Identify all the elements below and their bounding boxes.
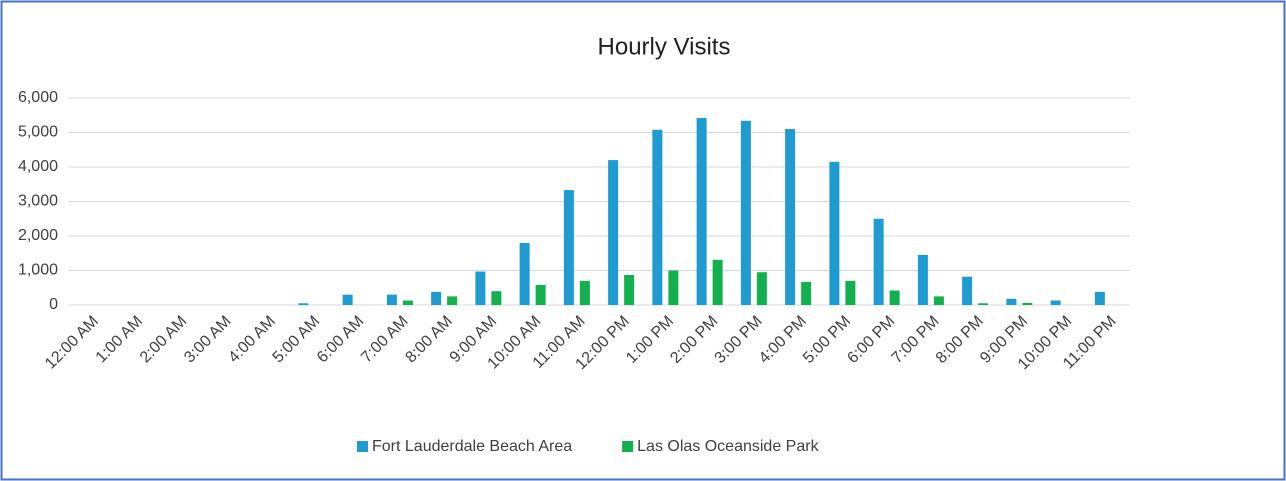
- bar: [962, 276, 973, 305]
- legend-swatch: [622, 441, 634, 452]
- y-tick-label: 5,000: [18, 124, 58, 141]
- y-tick-label: 3,000: [18, 193, 58, 210]
- bar: [431, 291, 442, 305]
- bar: [740, 120, 751, 306]
- bar: [608, 160, 619, 305]
- y-tick-label: 0: [49, 296, 58, 313]
- bar: [1094, 291, 1105, 305]
- y-tick-label: 2,000: [18, 227, 58, 244]
- chart-title: Hourly Visits: [598, 33, 731, 60]
- bar: [873, 218, 884, 305]
- bar: [624, 274, 635, 305]
- bar: [535, 284, 546, 305]
- legend-label: Fort Lauderdale Beach Area: [372, 438, 572, 455]
- bar: [1006, 298, 1017, 305]
- bar: [652, 129, 663, 305]
- bar: [829, 161, 840, 305]
- bar: [917, 254, 928, 305]
- bar: [491, 291, 502, 305]
- bar: [785, 129, 796, 305]
- bar: [845, 280, 856, 305]
- y-tick-label: 6,000: [18, 89, 58, 106]
- y-tick-label: 1,000: [18, 262, 58, 279]
- bar: [1050, 300, 1061, 305]
- y-tick-label: 4,000: [18, 158, 58, 175]
- bar: [342, 294, 353, 305]
- bar: [475, 271, 486, 305]
- bar: [668, 270, 679, 305]
- bar: [978, 303, 989, 305]
- bar: [696, 118, 707, 305]
- bar: [579, 280, 590, 305]
- bar: [712, 259, 723, 305]
- bar: [519, 242, 530, 305]
- legend-swatch: [357, 441, 368, 452]
- bar: [298, 303, 309, 305]
- bar: [402, 300, 413, 305]
- bar: [563, 190, 574, 305]
- bar: [801, 281, 812, 305]
- bar: [1022, 302, 1033, 305]
- bar: [889, 290, 900, 305]
- bar: [756, 272, 767, 305]
- bar: [933, 296, 944, 305]
- bar: [447, 296, 458, 305]
- bar: [386, 294, 397, 305]
- legend-label: Las Olas Oceanside Park: [637, 438, 819, 455]
